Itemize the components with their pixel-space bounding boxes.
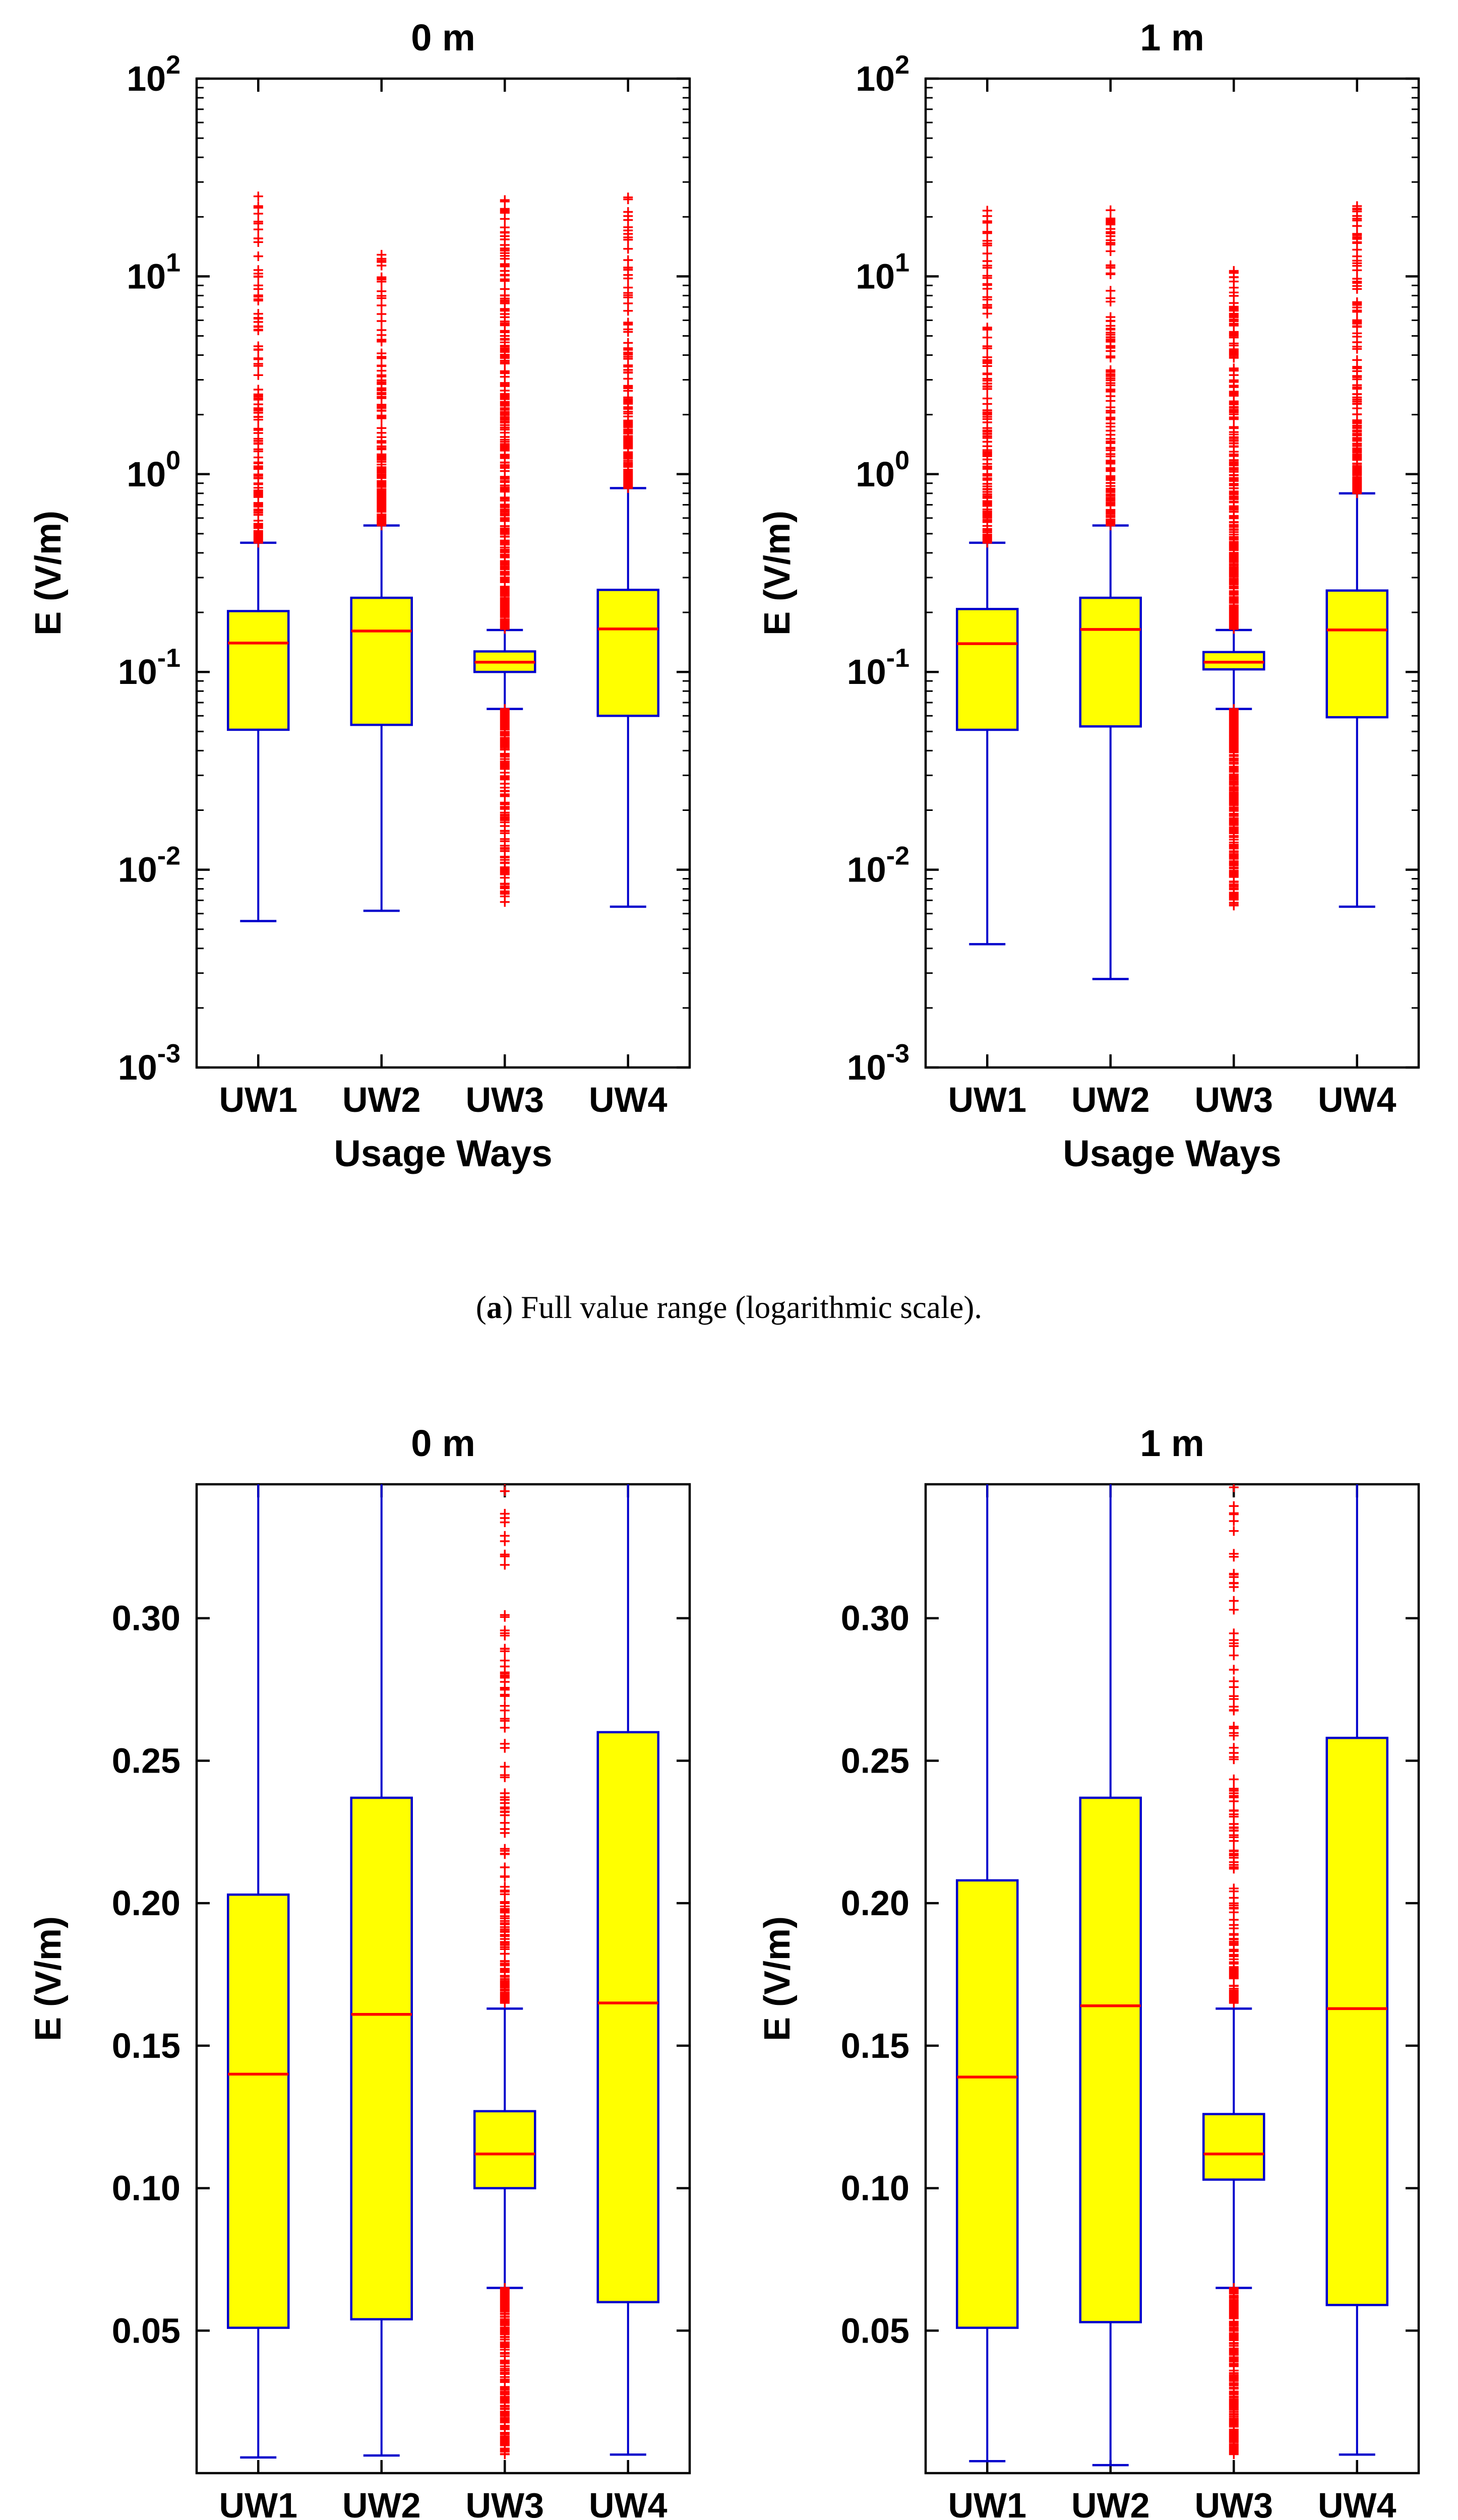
svg-text:0.05: 0.05: [841, 2311, 909, 2351]
boxplot-panel-linear-0m: 0 m E (V/m) 0.05 0.10 0.15 0.20 0.25 0.30 UW1 UW2…: [0, 1406, 729, 2520]
svg-text:0.20: 0.20: [112, 1883, 180, 1923]
svg-text:0.30: 0.30: [112, 1599, 180, 1638]
svg-text:101: 101: [856, 248, 909, 296]
svg-text:UW1: UW1: [219, 1080, 297, 1119]
svg-text:1 m: 1 m: [1140, 17, 1204, 58]
svg-text:0.15: 0.15: [841, 2026, 909, 2065]
svg-text:UW2: UW2: [1071, 1080, 1150, 1119]
svg-text:0.05: 0.05: [112, 2311, 180, 2351]
svg-text:UW2: UW2: [1071, 2486, 1150, 2520]
svg-text:10-1: 10-1: [847, 644, 909, 691]
svg-text:0.15: 0.15: [112, 2026, 180, 2065]
svg-text:1 m: 1 m: [1140, 1422, 1204, 1464]
svg-text:UW3: UW3: [465, 2486, 544, 2520]
boxplot-panel-log-0m: 0 m E (V/m) 10-3 10-2 10-1 100 101 102 UW1 UW2 UW3…: [0, 0, 729, 1210]
svg-text:E (V/m): E (V/m): [757, 1916, 798, 2041]
svg-text:0.30: 0.30: [841, 1599, 909, 1638]
svg-text:10-3: 10-3: [847, 1039, 909, 1087]
boxplot-row-log: 0 m E (V/m) 10-3 10-2 10-1 100 101 102 UW1 UW2 UW3…: [0, 0, 1458, 1210]
caption-a: (a) Full value range (logarithmic scale)…: [0, 1290, 1458, 1325]
svg-text:E (V/m): E (V/m): [28, 511, 69, 636]
svg-text:UW2: UW2: [342, 1080, 421, 1119]
svg-text:Usage Ways: Usage Ways: [334, 1132, 552, 1174]
svg-text:0.25: 0.25: [841, 1741, 909, 1781]
svg-text:10-1: 10-1: [118, 644, 180, 691]
svg-text:102: 102: [127, 50, 180, 98]
boxplot-row-linear: 0 m E (V/m) 0.05 0.10 0.15 0.20 0.25 0.30 UW1 UW2…: [0, 1406, 1458, 2520]
svg-text:100: 100: [856, 446, 909, 494]
svg-text:UW3: UW3: [465, 1080, 544, 1119]
caption-a-close: ): [502, 1290, 513, 1325]
svg-text:UW4: UW4: [589, 2486, 667, 2520]
svg-text:E (V/m): E (V/m): [757, 511, 798, 636]
svg-text:0.25: 0.25: [112, 1741, 180, 1781]
svg-text:0 m: 0 m: [411, 17, 475, 58]
svg-text:10-2: 10-2: [118, 842, 180, 890]
boxplot-panel-log-1m: 1 m E (V/m) 10-3 10-2 10-1 100 101 102 UW1 UW2 UW3…: [729, 0, 1458, 1210]
svg-text:UW1: UW1: [948, 1080, 1026, 1119]
svg-text:UW4: UW4: [589, 1080, 667, 1119]
svg-text:E (V/m): E (V/m): [28, 1916, 69, 2041]
svg-text:UW4: UW4: [1318, 1080, 1396, 1119]
svg-text:UW4: UW4: [1318, 2486, 1396, 2520]
svg-text:UW3: UW3: [1194, 2486, 1273, 2520]
svg-text:0.10: 0.10: [841, 2169, 909, 2208]
svg-text:10-3: 10-3: [118, 1039, 180, 1087]
svg-text:Usage Ways: Usage Ways: [1063, 1132, 1281, 1174]
svg-text:UW3: UW3: [1194, 1080, 1273, 1119]
svg-text:0 m: 0 m: [411, 1422, 475, 1464]
svg-text:100: 100: [127, 446, 180, 494]
svg-text:10-2: 10-2: [847, 842, 909, 890]
caption-a-text: Full value range (logarithmic scale).: [513, 1290, 983, 1325]
svg-text:101: 101: [127, 248, 180, 296]
svg-text:102: 102: [856, 50, 909, 98]
caption-a-open: (: [475, 1290, 487, 1325]
svg-text:UW1: UW1: [948, 2486, 1026, 2520]
svg-text:0.10: 0.10: [112, 2169, 180, 2208]
svg-text:UW2: UW2: [342, 2486, 421, 2520]
svg-text:UW1: UW1: [219, 2486, 297, 2520]
boxplot-panel-linear-1m: 1 m E (V/m) 0.05 0.10 0.15 0.20 0.25 0.30 UW1 UW2…: [729, 1406, 1458, 2520]
svg-text:0.20: 0.20: [841, 1883, 909, 1923]
caption-a-label: a: [486, 1290, 503, 1325]
